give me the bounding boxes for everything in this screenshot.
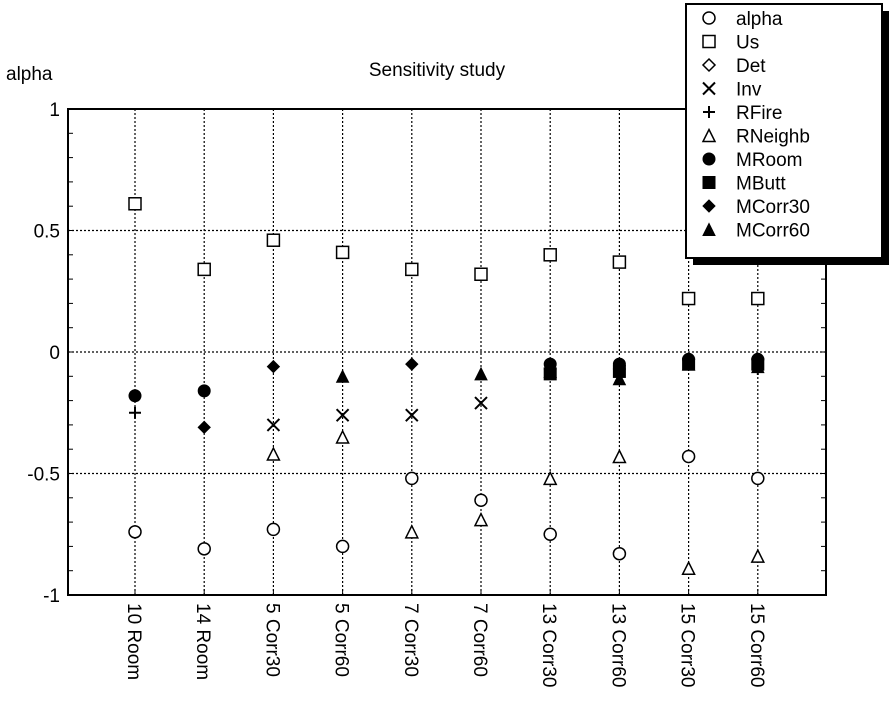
data-point-rneighb xyxy=(266,446,281,461)
legend-label: RNeighb xyxy=(736,127,810,148)
x-tick-label: 7 Corr30 xyxy=(400,603,421,677)
data-point-rneighb xyxy=(335,429,350,444)
data-point-mcorr60 xyxy=(681,357,696,371)
legend-label: Us xyxy=(736,33,759,54)
legend-box xyxy=(685,3,883,259)
data-point-us xyxy=(751,291,765,306)
legend: alphaUsDetInvRFireRNeighbMRoomMButtMCorr… xyxy=(685,3,889,265)
data-point-us xyxy=(681,291,696,306)
data-point-mcorr60 xyxy=(474,366,488,381)
data-point-mroom xyxy=(197,384,211,398)
data-point-us xyxy=(197,262,211,277)
y-tick-label: 1 xyxy=(49,100,60,121)
legend-marker xyxy=(702,222,716,236)
legend-label: MCorr60 xyxy=(736,221,810,242)
data-point-rneighb xyxy=(750,548,766,563)
x-tick-label: 5 Corr30 xyxy=(261,603,282,677)
data-point-mcorr60 xyxy=(612,371,627,386)
data-point-mroom xyxy=(128,389,142,403)
data-point-us xyxy=(474,267,488,281)
data-point-alpha xyxy=(612,546,627,561)
x-tick-label: 7 Corr60 xyxy=(469,603,490,677)
data-point-rneighb xyxy=(404,524,420,539)
chart-title: Sensitivity study xyxy=(369,60,506,81)
legend-marker xyxy=(701,127,717,143)
data-point-rneighb xyxy=(473,511,489,527)
data-point-alpha xyxy=(751,471,765,486)
data-point-alpha xyxy=(197,542,211,556)
legend-label: alpha xyxy=(736,9,783,30)
legend-marker xyxy=(702,152,716,166)
data-point-us xyxy=(612,255,627,269)
data-point-rfire xyxy=(129,406,141,419)
legend-label: Det xyxy=(736,56,766,77)
x-tick-label: 10 Room xyxy=(123,603,144,680)
data-point-alpha xyxy=(405,471,419,486)
x-tick-label: 5 Corr60 xyxy=(331,603,352,677)
y-tick-label: -0.5 xyxy=(27,465,60,486)
data-point-rneighb xyxy=(612,448,627,464)
data-point-alpha xyxy=(128,525,142,539)
data-point-mcorr60 xyxy=(750,359,765,374)
legend-marker xyxy=(702,11,716,25)
data-point-alpha xyxy=(266,522,281,537)
data-point-us xyxy=(128,197,142,211)
y-tick-label: 0 xyxy=(49,343,60,364)
data-marks xyxy=(128,197,766,576)
data-point-mcorr30 xyxy=(405,357,419,371)
data-point-inv xyxy=(474,396,488,410)
data-point-alpha xyxy=(335,539,350,554)
data-point-inv xyxy=(405,408,419,422)
x-tick-label: 15 Corr60 xyxy=(746,603,767,688)
x-tick-label: 15 Corr30 xyxy=(677,603,698,688)
legend-label: MCorr30 xyxy=(736,197,810,218)
data-point-inv xyxy=(266,418,281,432)
data-point-alpha xyxy=(543,527,557,541)
legend-marker xyxy=(702,81,716,96)
y-axis-label: alpha xyxy=(6,64,53,85)
legend-marker xyxy=(701,57,717,73)
data-point-mcorr30 xyxy=(197,420,211,435)
legend-marker xyxy=(702,176,716,189)
legend-label: RFire xyxy=(736,103,782,124)
data-point-mcorr60 xyxy=(543,364,558,378)
legend-label: MRoom xyxy=(736,150,803,171)
data-point-us xyxy=(543,248,557,262)
legend-label: MButt xyxy=(736,174,786,195)
x-tick-label: 13 Corr30 xyxy=(538,603,559,688)
data-point-mcorr60 xyxy=(335,369,350,383)
legend-label: Inv xyxy=(736,80,762,101)
data-point-inv xyxy=(335,408,350,422)
data-point-mcorr30 xyxy=(266,359,281,374)
data-point-us xyxy=(266,233,281,247)
data-point-us xyxy=(335,245,350,260)
data-point-alpha xyxy=(681,449,696,464)
legend-marker xyxy=(702,34,716,49)
axes: 1 0.5 0 -0.5 -1 10 Room 14 Room 5 Corr30 5 Corr6… xyxy=(27,100,826,688)
data-point-us xyxy=(405,262,419,277)
data-point-rneighb xyxy=(681,560,696,576)
data-point-alpha xyxy=(474,493,488,507)
y-tick-label: 0.5 xyxy=(34,222,60,243)
y-tick-label: -1 xyxy=(43,586,60,607)
legend-marker xyxy=(702,199,716,213)
legend-marker xyxy=(703,106,715,118)
x-tick-label: 13 Corr60 xyxy=(607,603,628,688)
x-tick-label: 14 Room xyxy=(192,603,213,680)
data-point-rneighb xyxy=(542,470,558,486)
